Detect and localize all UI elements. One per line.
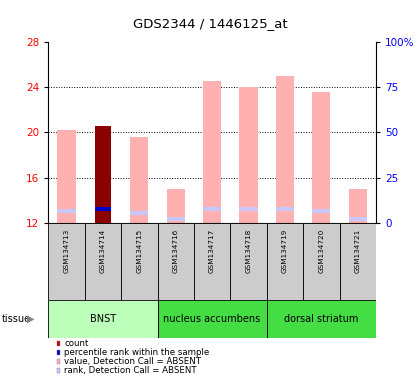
Bar bbox=[95, 126, 110, 223]
Bar bbox=[167, 217, 185, 221]
Bar bbox=[312, 209, 331, 214]
Text: percentile rank within the sample: percentile rank within the sample bbox=[64, 348, 210, 357]
Bar bbox=[239, 207, 257, 211]
Text: rank, Detection Call = ABSENT: rank, Detection Call = ABSENT bbox=[64, 366, 197, 375]
Bar bbox=[194, 223, 230, 300]
Bar bbox=[349, 189, 367, 223]
Text: GDS2344 / 1446125_at: GDS2344 / 1446125_at bbox=[133, 17, 287, 30]
Text: nucleus accumbens: nucleus accumbens bbox=[163, 314, 261, 324]
Text: ▶: ▶ bbox=[27, 314, 34, 324]
Bar bbox=[58, 130, 76, 223]
Text: GSM134720: GSM134720 bbox=[318, 229, 324, 273]
Bar bbox=[48, 300, 158, 338]
Bar bbox=[203, 81, 221, 223]
Bar bbox=[239, 88, 257, 223]
Text: BNST: BNST bbox=[90, 314, 116, 324]
Bar bbox=[85, 223, 121, 300]
Text: GSM134714: GSM134714 bbox=[100, 229, 106, 273]
Bar bbox=[339, 223, 376, 300]
Text: count: count bbox=[64, 339, 89, 348]
Text: value, Detection Call = ABSENT: value, Detection Call = ABSENT bbox=[64, 357, 201, 366]
Text: GSM134717: GSM134717 bbox=[209, 229, 215, 273]
Text: dorsal striatum: dorsal striatum bbox=[284, 314, 359, 324]
Bar bbox=[303, 223, 339, 300]
Text: GSM134713: GSM134713 bbox=[63, 229, 69, 273]
Bar bbox=[167, 189, 185, 223]
Bar bbox=[349, 217, 367, 221]
Text: tissue: tissue bbox=[2, 314, 31, 324]
Bar bbox=[230, 223, 267, 300]
Bar bbox=[58, 209, 76, 214]
Text: GSM134718: GSM134718 bbox=[246, 229, 252, 273]
Text: GSM134716: GSM134716 bbox=[173, 229, 178, 273]
Bar bbox=[48, 223, 85, 300]
Bar bbox=[130, 137, 148, 223]
Bar bbox=[158, 300, 267, 338]
Bar bbox=[276, 76, 294, 223]
Bar bbox=[312, 92, 331, 223]
Bar bbox=[267, 300, 376, 338]
Bar bbox=[203, 207, 221, 211]
Bar bbox=[267, 223, 303, 300]
Text: GSM134715: GSM134715 bbox=[136, 229, 142, 273]
Bar bbox=[130, 210, 148, 215]
Text: GSM134721: GSM134721 bbox=[355, 229, 361, 273]
Text: GSM134719: GSM134719 bbox=[282, 229, 288, 273]
Bar bbox=[158, 223, 194, 300]
Bar bbox=[95, 207, 110, 211]
Bar bbox=[121, 223, 158, 300]
Bar bbox=[276, 207, 294, 211]
